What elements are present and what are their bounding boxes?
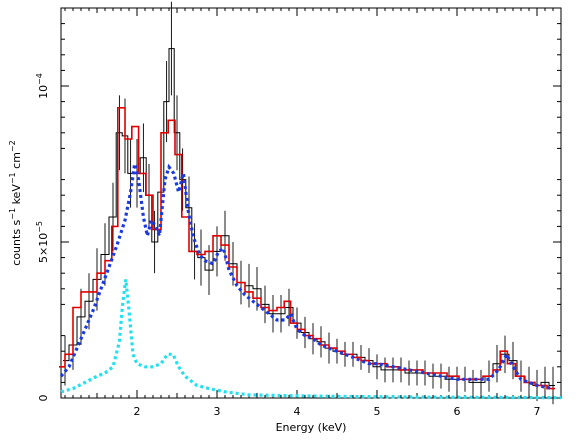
- y-tick-labels: 0 5×10−5 10−4: [35, 73, 50, 401]
- series-total-model: [59, 107, 555, 390]
- series-component-1: [59, 163, 554, 391]
- x-axis-title: Energy (keV): [276, 421, 347, 434]
- total-model-step-line: [59, 107, 555, 390]
- axis-ticks: [61, 8, 562, 399]
- x-tick-label: 2: [134, 405, 141, 418]
- x-tick-label: 5: [374, 405, 381, 418]
- x-tick-label: 3: [214, 405, 221, 418]
- x-tick-label: 7: [534, 405, 541, 418]
- y-tick-label: 5×10−5: [35, 221, 50, 263]
- component-1-dotted-line: [59, 163, 554, 391]
- series-data: [63, 1, 555, 405]
- component-2-dotted-line: [60, 279, 562, 400]
- y-tick-label: 10−4: [35, 73, 50, 99]
- y-axis-title: counts s−1 keV−1 cm−2: [8, 140, 23, 265]
- x-tick-label: 6: [454, 405, 461, 418]
- x-tick-label: 4: [294, 405, 301, 418]
- y-tick-label: 0: [37, 395, 50, 402]
- series-component-2: [60, 279, 562, 400]
- series-layer: [59, 1, 562, 405]
- plot-frame: [60, 7, 562, 399]
- x-tick-labels: 2 3 4 5 6 7: [134, 405, 541, 418]
